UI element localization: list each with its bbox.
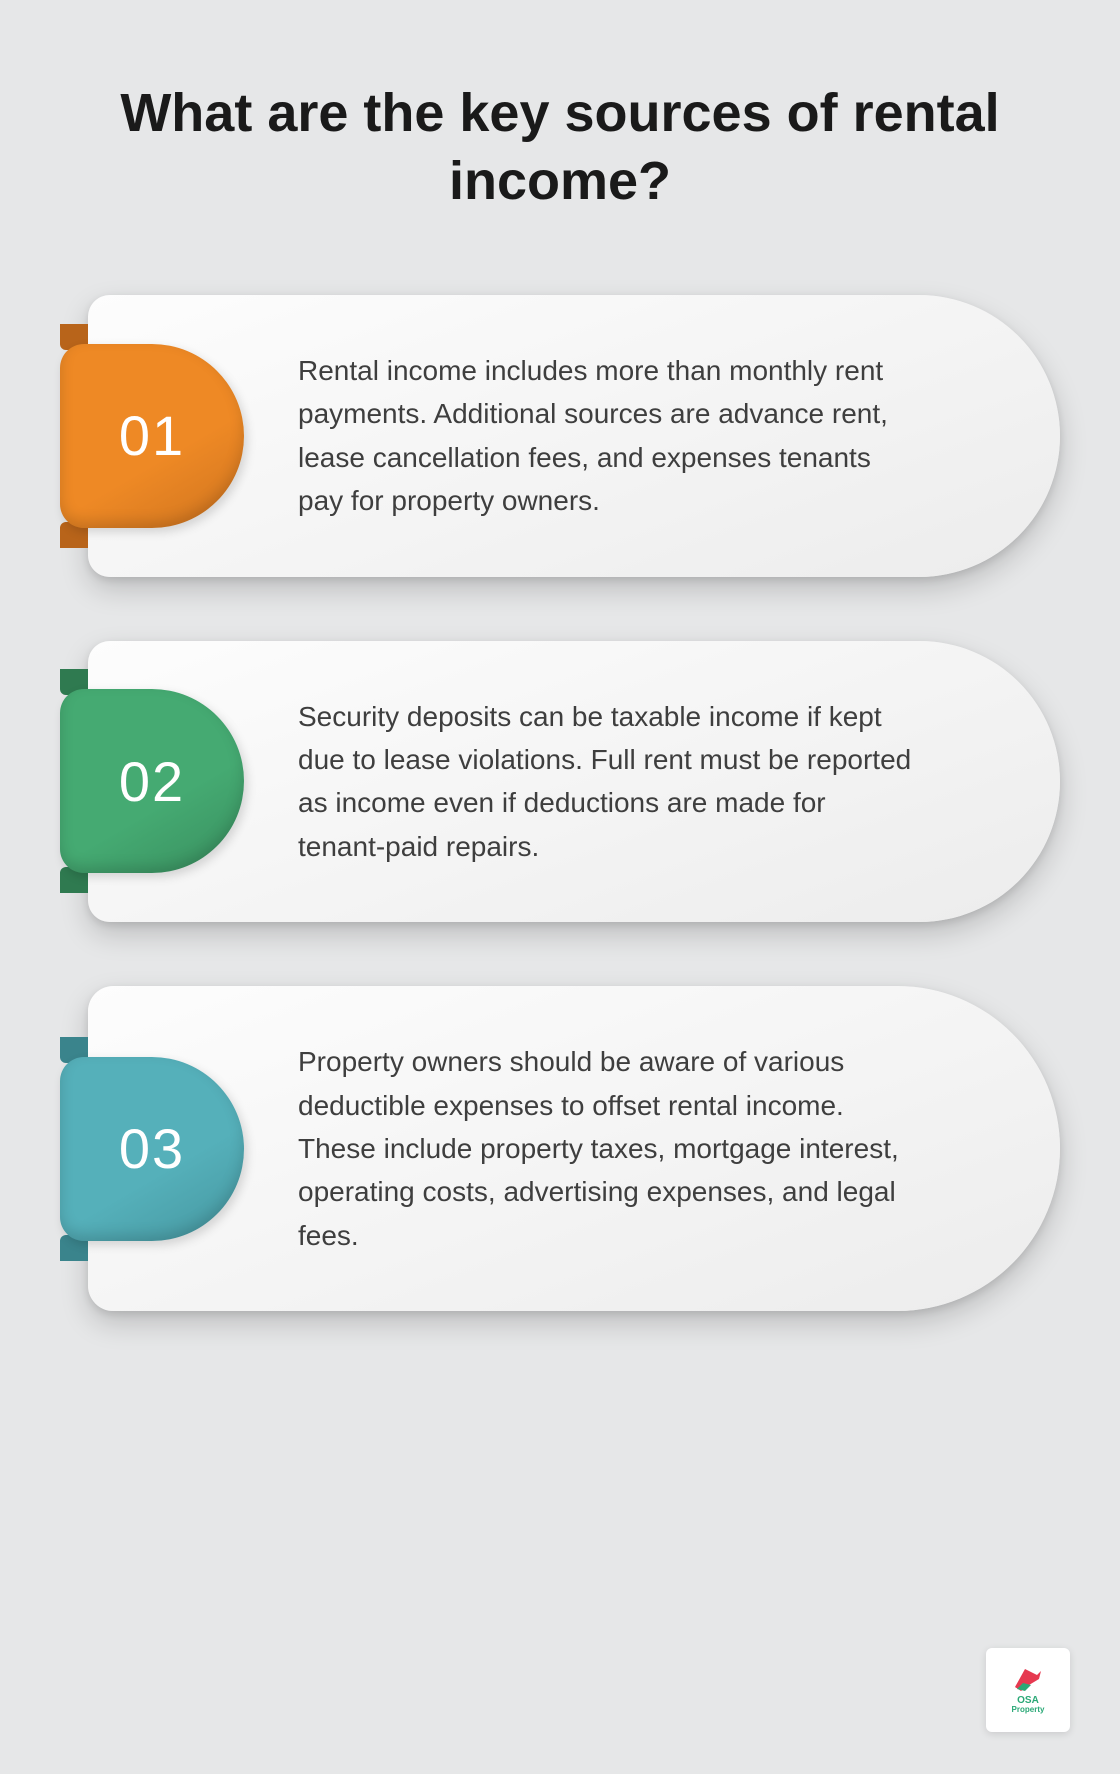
badge-wrap: 02: [60, 689, 244, 873]
badge-wrap: 03: [60, 1057, 244, 1241]
brand-logo: OSA Property: [986, 1648, 1070, 1732]
badge-number: 02: [119, 749, 185, 814]
card-text: Rental income includes more than monthly…: [298, 349, 920, 523]
bird-icon: [1011, 1665, 1045, 1693]
number-badge: 01: [60, 344, 244, 528]
info-card: 01 Rental income includes more than mont…: [88, 295, 1060, 577]
info-card: 02 Security deposits can be taxable inco…: [88, 641, 1060, 923]
number-badge: 03: [60, 1057, 244, 1241]
info-card: 03 Property owners should be aware of va…: [88, 986, 1060, 1311]
card-list: 01 Rental income includes more than mont…: [60, 295, 1060, 1311]
number-badge: 02: [60, 689, 244, 873]
card-text: Property owners should be aware of vario…: [298, 1040, 920, 1257]
badge-number: 01: [119, 403, 185, 468]
badge-wrap: 01: [60, 344, 244, 528]
logo-line2: Property: [1012, 1706, 1045, 1715]
card-text: Security deposits can be taxable income …: [298, 695, 920, 869]
badge-number: 03: [119, 1116, 185, 1181]
page-title: What are the key sources of rental incom…: [60, 80, 1060, 215]
